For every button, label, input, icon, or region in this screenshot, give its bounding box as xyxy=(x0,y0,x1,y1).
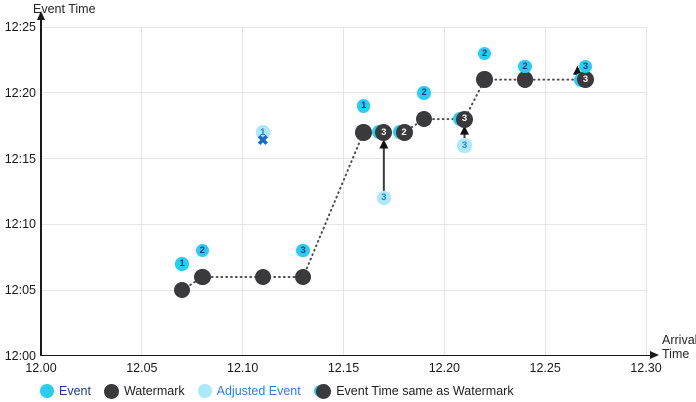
legend: Event Watermark Adjusted Event Event Time s… xyxy=(40,381,514,401)
x-axis-line xyxy=(41,354,653,357)
watermark-marker xyxy=(173,281,191,299)
gridline-horizontal xyxy=(41,26,647,28)
legend-item-adjusted: Adjusted Event xyxy=(197,384,301,398)
watermark-marker xyxy=(254,268,272,286)
y-tick-label: 12:20 xyxy=(4,85,36,100)
legend-item-event: Event xyxy=(40,384,91,398)
event-marker: 2 xyxy=(477,46,492,61)
x-axis-arrow-icon xyxy=(650,351,659,359)
y-tick-label: 12:05 xyxy=(4,283,36,298)
event-same-as-watermark-marker: 3 xyxy=(453,110,473,128)
adjusted-event-marker: 3 xyxy=(457,138,472,153)
adjusted-event-marker: 3 xyxy=(376,190,392,206)
y-tick-label: 12:10 xyxy=(4,217,36,232)
watermark-marker xyxy=(355,124,372,141)
event-marker: 3 xyxy=(296,243,310,258)
legend-label: Event xyxy=(59,384,91,398)
event-same-as-watermark-marker: 3 xyxy=(574,71,594,89)
half-glyph-watermark-part xyxy=(456,110,473,128)
event-marker: 3 xyxy=(578,59,593,74)
watermark-marker xyxy=(516,71,534,88)
legend-same-as-watermark-swatch xyxy=(313,383,332,399)
x-tick-label: 12.30 xyxy=(630,361,662,375)
gridline-vertical xyxy=(645,27,647,356)
y-tick-label: 12:15 xyxy=(4,151,36,166)
event-marker: 2 xyxy=(195,243,210,258)
watermark-marker xyxy=(476,71,493,88)
half-glyph-number: 3 xyxy=(461,113,468,125)
event-marker: 2 xyxy=(518,59,532,74)
x-tick-label: 12.10 xyxy=(227,361,259,375)
gridline-horizontal xyxy=(41,223,647,225)
gridline-horizontal xyxy=(41,289,647,291)
half-glyph-watermark-part xyxy=(375,123,393,141)
gridline-vertical xyxy=(443,27,445,356)
gridline-vertical xyxy=(343,27,344,356)
dropped-event-x-icon: ✖ xyxy=(256,132,269,149)
gridline-vertical xyxy=(141,27,143,356)
half-glyph-number: 3 xyxy=(582,73,589,85)
legend-item-watermark: Watermark xyxy=(103,383,185,399)
event-same-as-watermark-marker: 3 xyxy=(372,123,393,141)
half-glyph-watermark-part xyxy=(577,71,594,89)
adjustment-arrow-head-icon xyxy=(379,139,389,149)
y-tick-label: 12:00 xyxy=(4,349,36,363)
x-axis-title-line1: Arrival xyxy=(662,333,696,347)
legend-label: Watermark xyxy=(123,384,185,398)
legend-watermark-swatch xyxy=(103,383,119,399)
half-glyph-number: 3 xyxy=(381,126,387,138)
x-tick-label: 12.25 xyxy=(529,361,561,375)
legend-adjusted-event-swatch xyxy=(197,384,212,398)
x-axis-title-line2: Time xyxy=(662,347,690,361)
event-marker: 1 xyxy=(175,257,189,271)
watermark-marker xyxy=(415,110,433,128)
gridline-vertical xyxy=(544,27,546,356)
half-glyph-number: 2 xyxy=(401,126,407,138)
event-marker: 1 xyxy=(356,99,371,113)
x-tick-label: 12.20 xyxy=(428,361,460,375)
event-marker: 2 xyxy=(417,86,431,100)
half-glyph-watermark-part xyxy=(395,123,413,141)
legend-label: Event Time same as Watermark xyxy=(336,384,514,398)
x-tick-label: 12.00 xyxy=(25,361,57,375)
event-same-as-watermark-marker: 2 xyxy=(392,123,413,141)
watermark-marker xyxy=(294,268,312,286)
x-tick-label: 12.15 xyxy=(327,361,360,375)
legend-event-swatch xyxy=(40,384,54,398)
gridline-horizontal xyxy=(41,92,647,94)
y-axis-title: Event Time xyxy=(33,2,96,16)
legend-item-half: Event Time same as Watermark xyxy=(313,383,514,399)
legend-label: Adjusted Event xyxy=(216,384,301,398)
adjusted-event-marker: 1 xyxy=(255,125,271,140)
y-axis-arrow-icon xyxy=(36,11,45,20)
gridline-horizontal xyxy=(41,158,647,160)
gridline-vertical xyxy=(242,27,244,356)
y-tick-label: 12:25 xyxy=(4,20,36,34)
x-tick-label: 12.05 xyxy=(126,361,158,375)
y-axis-line xyxy=(40,18,42,356)
watermark-marker xyxy=(194,268,211,286)
legend-half-watermark-part xyxy=(316,383,332,399)
